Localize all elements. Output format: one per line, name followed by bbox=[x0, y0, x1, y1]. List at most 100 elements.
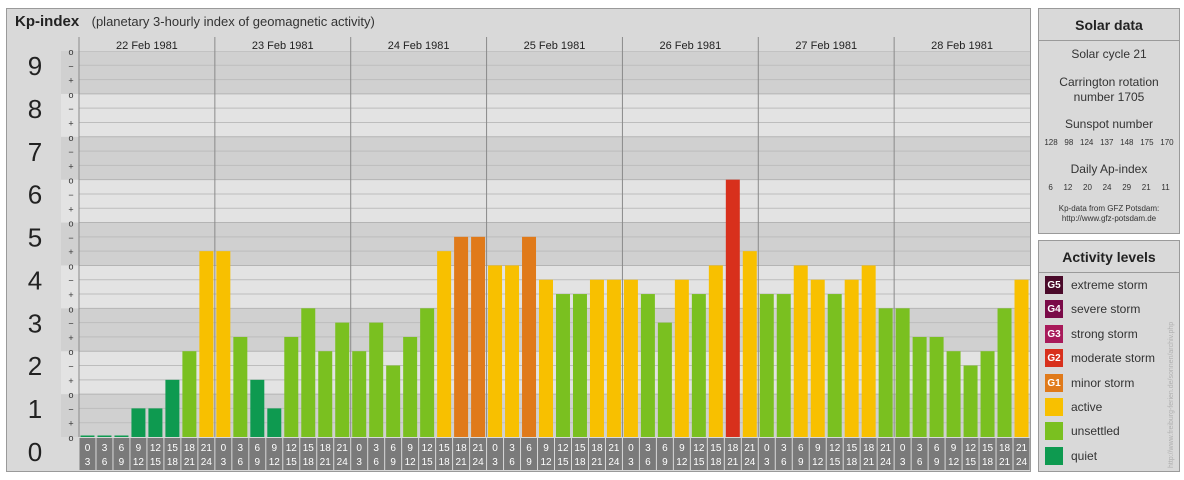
interval-cell bbox=[1013, 438, 1030, 470]
sunspot-value: 128 bbox=[1044, 138, 1058, 147]
level-swatch: G2 bbox=[1045, 349, 1063, 367]
interval-end-label: 24 bbox=[1016, 457, 1028, 468]
kp-bar bbox=[556, 294, 570, 437]
interval-cell bbox=[368, 438, 385, 470]
sunspot-value: 170 bbox=[1160, 138, 1174, 147]
kp-bar bbox=[505, 265, 520, 437]
interval-start-label: 18 bbox=[320, 443, 332, 454]
level-swatch: G5 bbox=[1045, 276, 1063, 294]
day-label: 28 Feb 1981 bbox=[931, 40, 993, 52]
kp-bar bbox=[1014, 279, 1029, 437]
level-swatch: G4 bbox=[1045, 300, 1063, 318]
solar-cycle-text: Solar cycle 21 bbox=[1071, 47, 1147, 61]
interval-cell bbox=[300, 438, 317, 470]
level-swatch: G3 bbox=[1045, 325, 1063, 343]
interval-start-label: 15 bbox=[710, 443, 722, 454]
watermark-url: http://www.freiburg-ferien.de/sonnen/arc… bbox=[1168, 321, 1175, 468]
kp-bar bbox=[114, 435, 129, 437]
interval-start-label: 18 bbox=[863, 443, 875, 454]
ap-value: 24 bbox=[1102, 183, 1112, 192]
interval-cell bbox=[317, 438, 334, 470]
kp-bar bbox=[250, 379, 265, 437]
day-label: 25 Feb 1981 bbox=[524, 40, 586, 52]
ap-value: 21 bbox=[1141, 183, 1151, 192]
y-tick-label: 9 bbox=[28, 51, 42, 81]
chart-title: Kp-index bbox=[15, 13, 80, 30]
interval-start-label: 15 bbox=[303, 443, 315, 454]
kp-bar bbox=[946, 351, 961, 437]
interval-cell bbox=[894, 438, 911, 470]
day-label: 23 Feb 1981 bbox=[252, 40, 314, 52]
level-extreme-storm: G5 extreme storm bbox=[1045, 275, 1148, 295]
interval-end-label: 21 bbox=[863, 457, 875, 468]
kp-bar bbox=[182, 351, 197, 437]
minor-tick-label: o bbox=[68, 219, 73, 229]
level-label: moderate storm bbox=[1071, 351, 1156, 365]
interval-cell bbox=[538, 438, 554, 470]
interval-start-label: 21 bbox=[744, 443, 756, 454]
minor-tick-label: − bbox=[68, 362, 73, 372]
kp-bar bbox=[997, 308, 1012, 437]
ap-index-label: Daily Ap-index bbox=[1070, 162, 1148, 176]
interval-end-label: 18 bbox=[167, 457, 179, 468]
kp-bar bbox=[233, 336, 248, 437]
interval-start-label: 12 bbox=[422, 443, 434, 454]
kp-bar bbox=[148, 408, 163, 437]
interval-end-label: 15 bbox=[286, 457, 298, 468]
interval-cell bbox=[724, 438, 741, 470]
kp-bar bbox=[878, 308, 893, 437]
interval-end-label: 15 bbox=[829, 457, 841, 468]
interval-cell bbox=[470, 438, 487, 470]
minor-tick-label: o bbox=[68, 47, 73, 57]
kp-chart-panel: Kp-index (planetary 3-hourly index of ge… bbox=[6, 8, 1031, 472]
interval-cell bbox=[521, 438, 538, 470]
interval-end-label: 6 bbox=[102, 457, 108, 468]
y-tick-label: 8 bbox=[28, 94, 42, 124]
interval-cell bbox=[164, 438, 181, 470]
interval-end-label: 6 bbox=[645, 457, 651, 468]
minor-tick-label: + bbox=[68, 419, 73, 429]
interval-start-label: 6 bbox=[390, 443, 396, 454]
interval-start-label: 0 bbox=[85, 443, 91, 454]
interval-start-label: 15 bbox=[439, 443, 451, 454]
kp-bar bbox=[776, 294, 791, 437]
minor-tick-label: o bbox=[68, 304, 73, 314]
interval-start-label: 3 bbox=[917, 443, 923, 454]
interval-end-label: 18 bbox=[710, 457, 722, 468]
interval-start-label: 21 bbox=[608, 443, 620, 454]
interval-end-label: 18 bbox=[982, 457, 994, 468]
minor-tick-label: − bbox=[68, 61, 73, 71]
interval-cell bbox=[283, 438, 300, 470]
chart-title-row: Kp-index (planetary 3-hourly index of ge… bbox=[15, 13, 375, 31]
data-source-line-1: Kp-data from GFZ Potsdam: bbox=[1058, 204, 1160, 213]
kp-bar bbox=[963, 365, 978, 437]
minor-tick-label: − bbox=[68, 276, 73, 286]
interval-cell bbox=[198, 438, 215, 470]
interval-end-label: 9 bbox=[798, 457, 804, 468]
interval-cell bbox=[181, 438, 198, 470]
kp-bar bbox=[742, 251, 757, 437]
interval-end-label: 24 bbox=[201, 457, 213, 468]
solar-data-panel: Solar data Solar cycle 21 Carrington rot… bbox=[1038, 8, 1180, 234]
interval-start-label: 9 bbox=[272, 443, 278, 454]
kp-bar bbox=[980, 351, 995, 437]
ap-value: 29 bbox=[1122, 183, 1132, 192]
interval-start-label: 21 bbox=[1016, 443, 1028, 454]
interval-cell bbox=[707, 438, 724, 470]
interval-cell bbox=[351, 438, 368, 470]
interval-end-label: 18 bbox=[303, 457, 315, 468]
minor-tick-label: + bbox=[68, 76, 73, 86]
interval-end-label: 24 bbox=[744, 457, 756, 468]
level-label: extreme storm bbox=[1071, 278, 1148, 292]
minor-tick-label: o bbox=[68, 433, 73, 443]
interval-cell bbox=[436, 438, 453, 470]
interval-start-label: 3 bbox=[238, 443, 244, 454]
interval-cell bbox=[555, 438, 571, 470]
sunspot-label: Sunspot number bbox=[1064, 117, 1154, 131]
y-axis-column bbox=[7, 37, 61, 471]
interval-end-label: 3 bbox=[221, 457, 227, 468]
level-swatch: G1 bbox=[1045, 374, 1063, 392]
interval-cell bbox=[79, 438, 96, 470]
ap-value: 20 bbox=[1083, 183, 1092, 192]
kp-bar bbox=[539, 279, 553, 437]
